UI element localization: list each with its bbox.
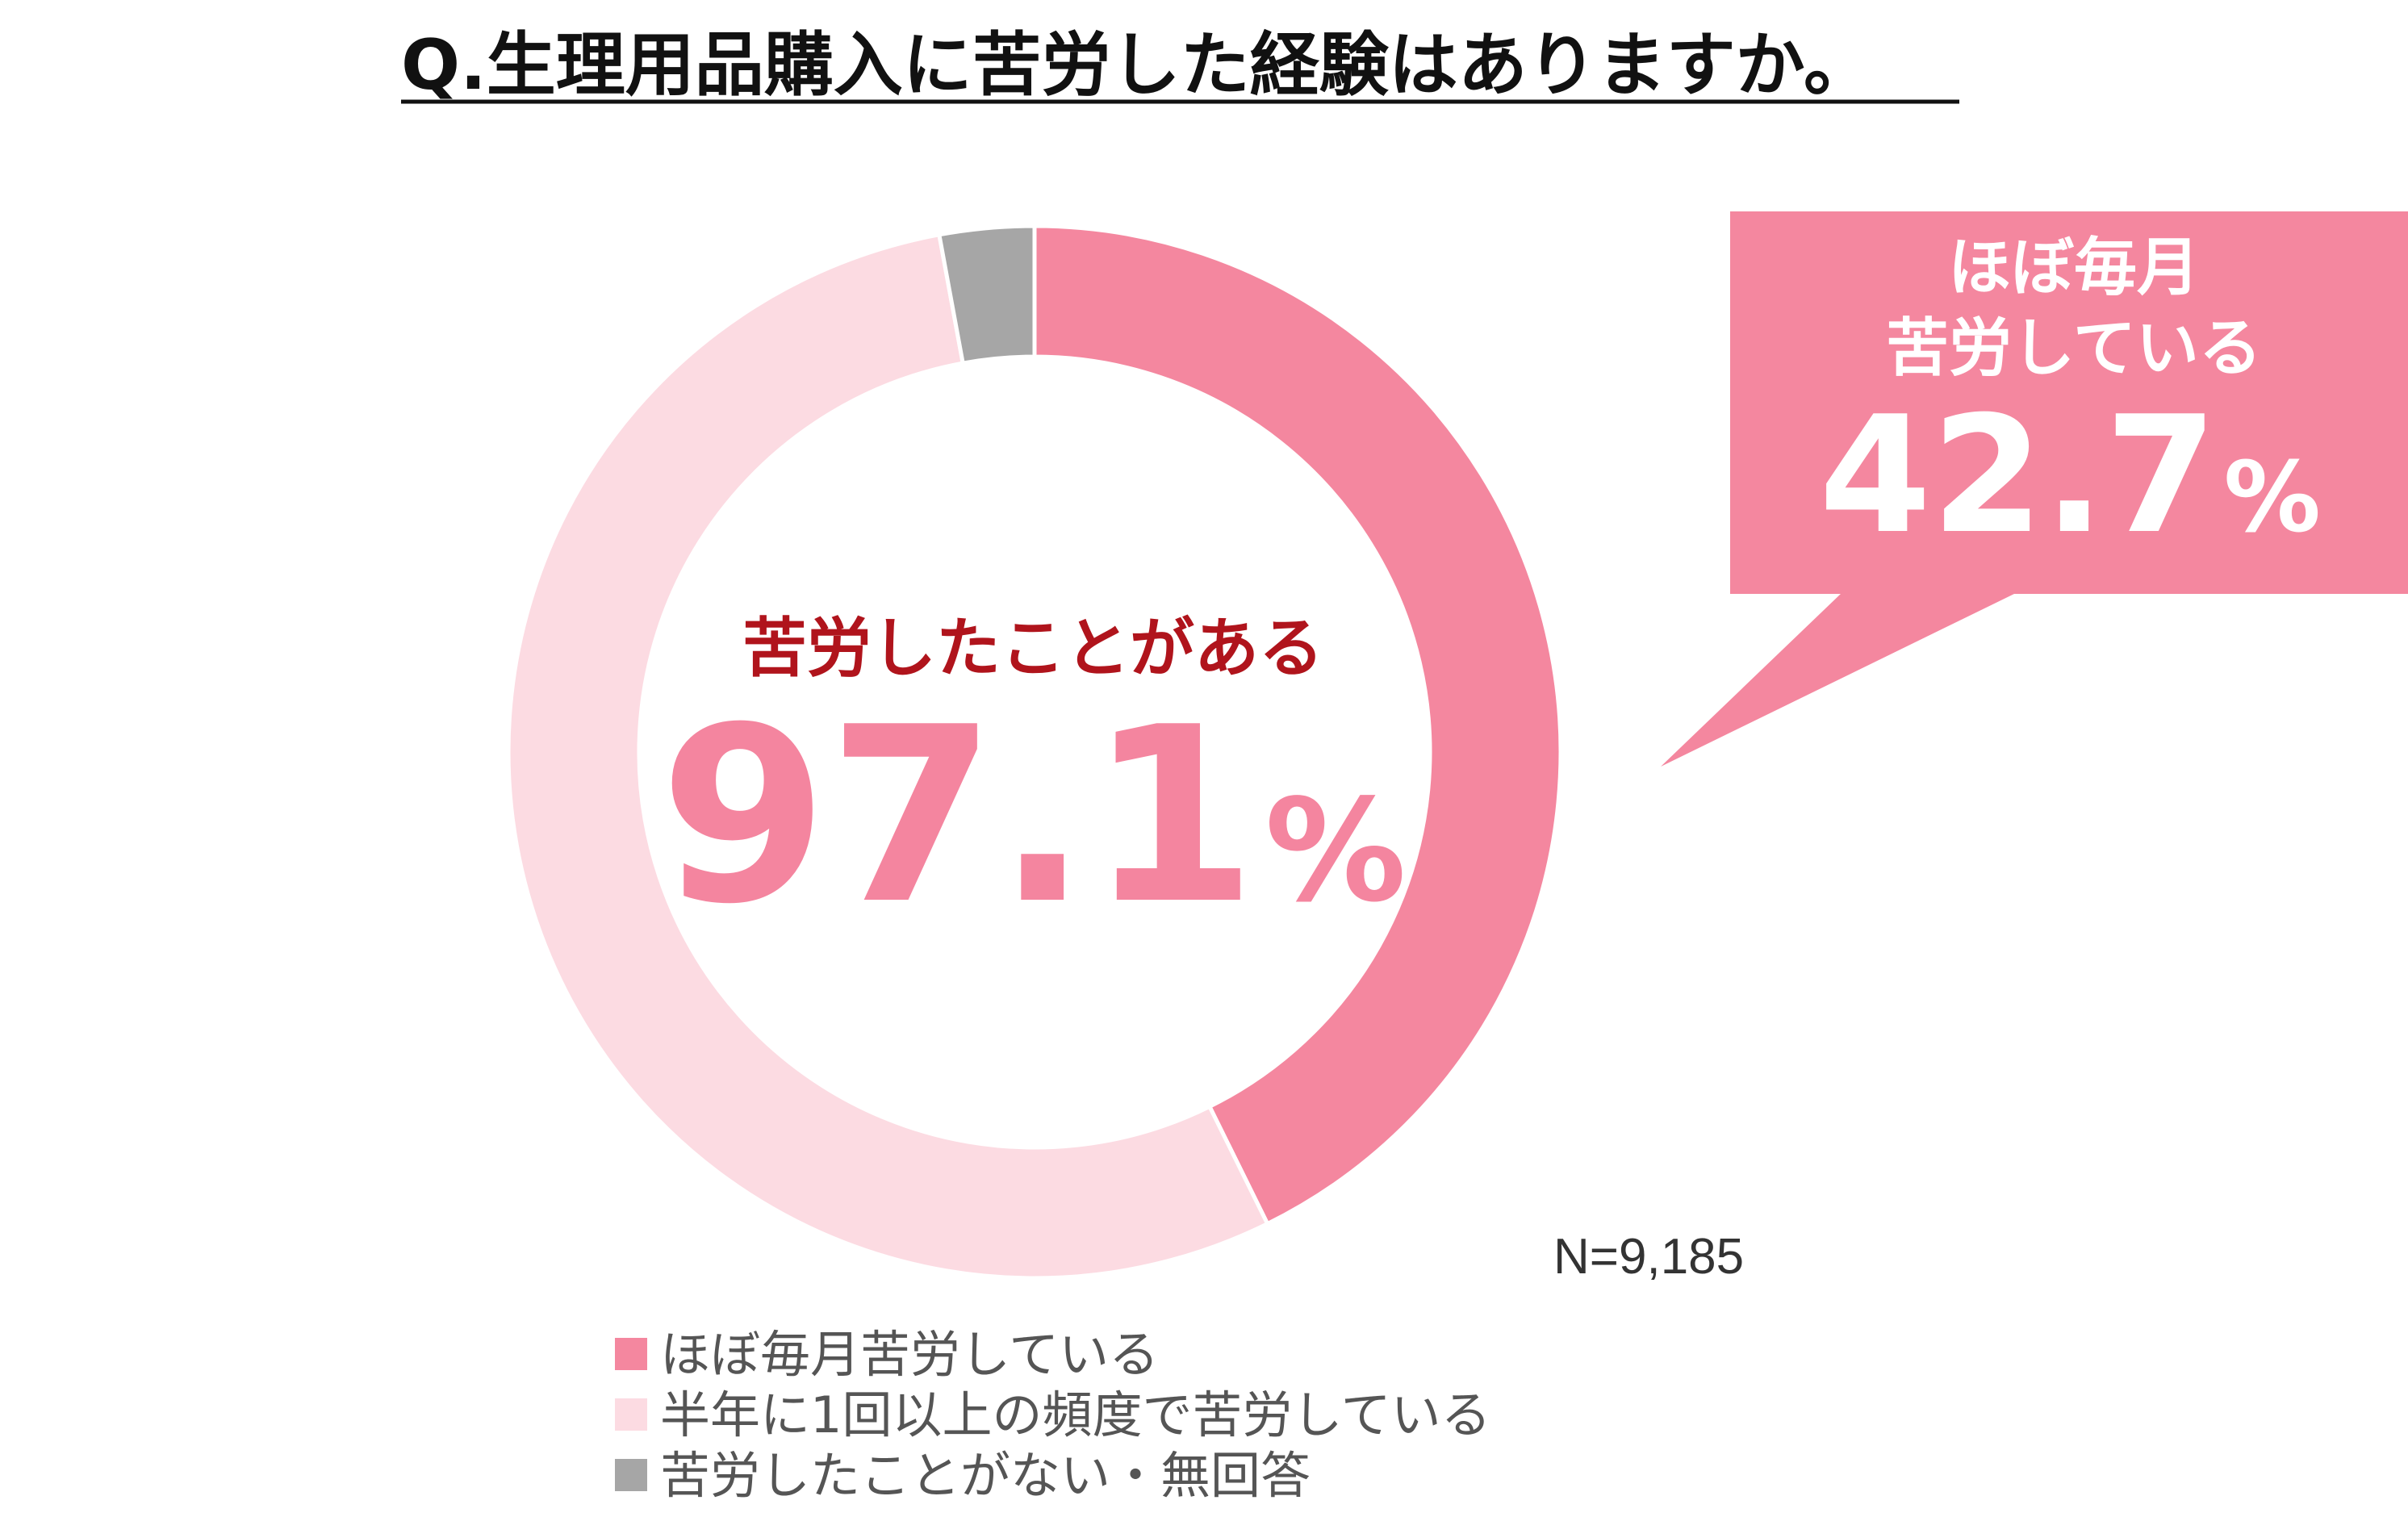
legend-label-1: 半年に1回以上の頻度で苦労している bbox=[660, 1385, 1491, 1444]
callout-line1: ほぼ毎月 bbox=[1948, 232, 2200, 304]
legend: ほぼ毎月苦労している 半年に1回以上の頻度で苦労している 苦労したことがない・無… bbox=[615, 1325, 1491, 1505]
donut-slice-0 bbox=[1032, 224, 1563, 1227]
callout-value: 42.7% bbox=[1819, 382, 2321, 570]
center-value-unit: % bbox=[1265, 770, 1406, 934]
center-value-number: 97.1 bbox=[659, 675, 1256, 957]
callout-value-number: 42.7 bbox=[1819, 382, 2217, 570]
callout-box bbox=[1730, 211, 2408, 594]
center-value: 97.1% bbox=[659, 675, 1407, 957]
center-label: 苦労したことがある bbox=[742, 611, 1323, 686]
legend-label-0: ほぼ毎月苦労している bbox=[660, 1325, 1159, 1384]
legend-swatch-1 bbox=[615, 1398, 647, 1431]
chart-title: Q.生理用品購入に苦労した経験はありますか。 bbox=[401, 25, 1873, 106]
donut-slice-2 bbox=[936, 224, 1037, 366]
callout-line2: 苦労している bbox=[1886, 312, 2262, 385]
callout-pointer bbox=[1661, 593, 2016, 767]
donut-slices bbox=[506, 224, 1563, 1281]
callout-value-unit: % bbox=[2224, 442, 2321, 554]
legend-swatch-2 bbox=[615, 1459, 647, 1491]
legend-swatch-0 bbox=[615, 1338, 647, 1370]
donut-slice-1 bbox=[506, 232, 1271, 1281]
legend-label-2: 苦労したことがない・無回答 bbox=[660, 1446, 1311, 1505]
sample-size-label: N=9,185 bbox=[1553, 1229, 1744, 1285]
